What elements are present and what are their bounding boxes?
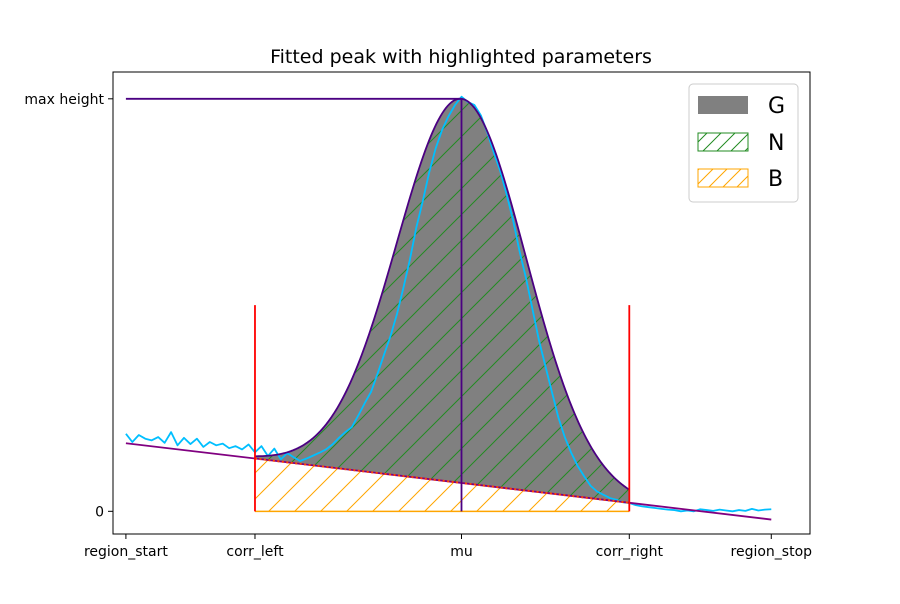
legend-label-N: N [768, 131, 784, 156]
plot-area [125, 95, 772, 521]
legend: G N B [688, 83, 799, 203]
x-tick-label-mu: mu [450, 544, 473, 560]
legend-swatch-G [698, 96, 748, 114]
model-curve [254, 97, 630, 491]
background-area-B [254, 458, 630, 512]
y-tick-label-0: 0 [95, 504, 104, 520]
x-tick-label-region-stop: region_stop [731, 544, 813, 560]
x-tick-label-corr-left: corr_left [226, 544, 284, 560]
line-layer [125, 95, 772, 521]
fill-layer [254, 98, 630, 513]
y-axis: 0 max height [24, 92, 113, 520]
legend-label-G: G [768, 94, 785, 119]
x-axis: region_start corr_left mu corr_right region_… [84, 534, 812, 560]
legend-swatch-B [697, 168, 749, 188]
legend-swatch-N [697, 132, 749, 152]
legend-label-B: B [768, 167, 783, 192]
x-tick-label-corr-right: corr_right [596, 544, 664, 560]
net-area-hatch-N [254, 98, 630, 503]
x-tick-label-region-start: region_start [84, 544, 168, 560]
y-tick-label-max-height: max height [24, 92, 104, 108]
chart-title: Fitted peak with highlighted parameters [270, 46, 652, 68]
data-trace [125, 95, 772, 513]
